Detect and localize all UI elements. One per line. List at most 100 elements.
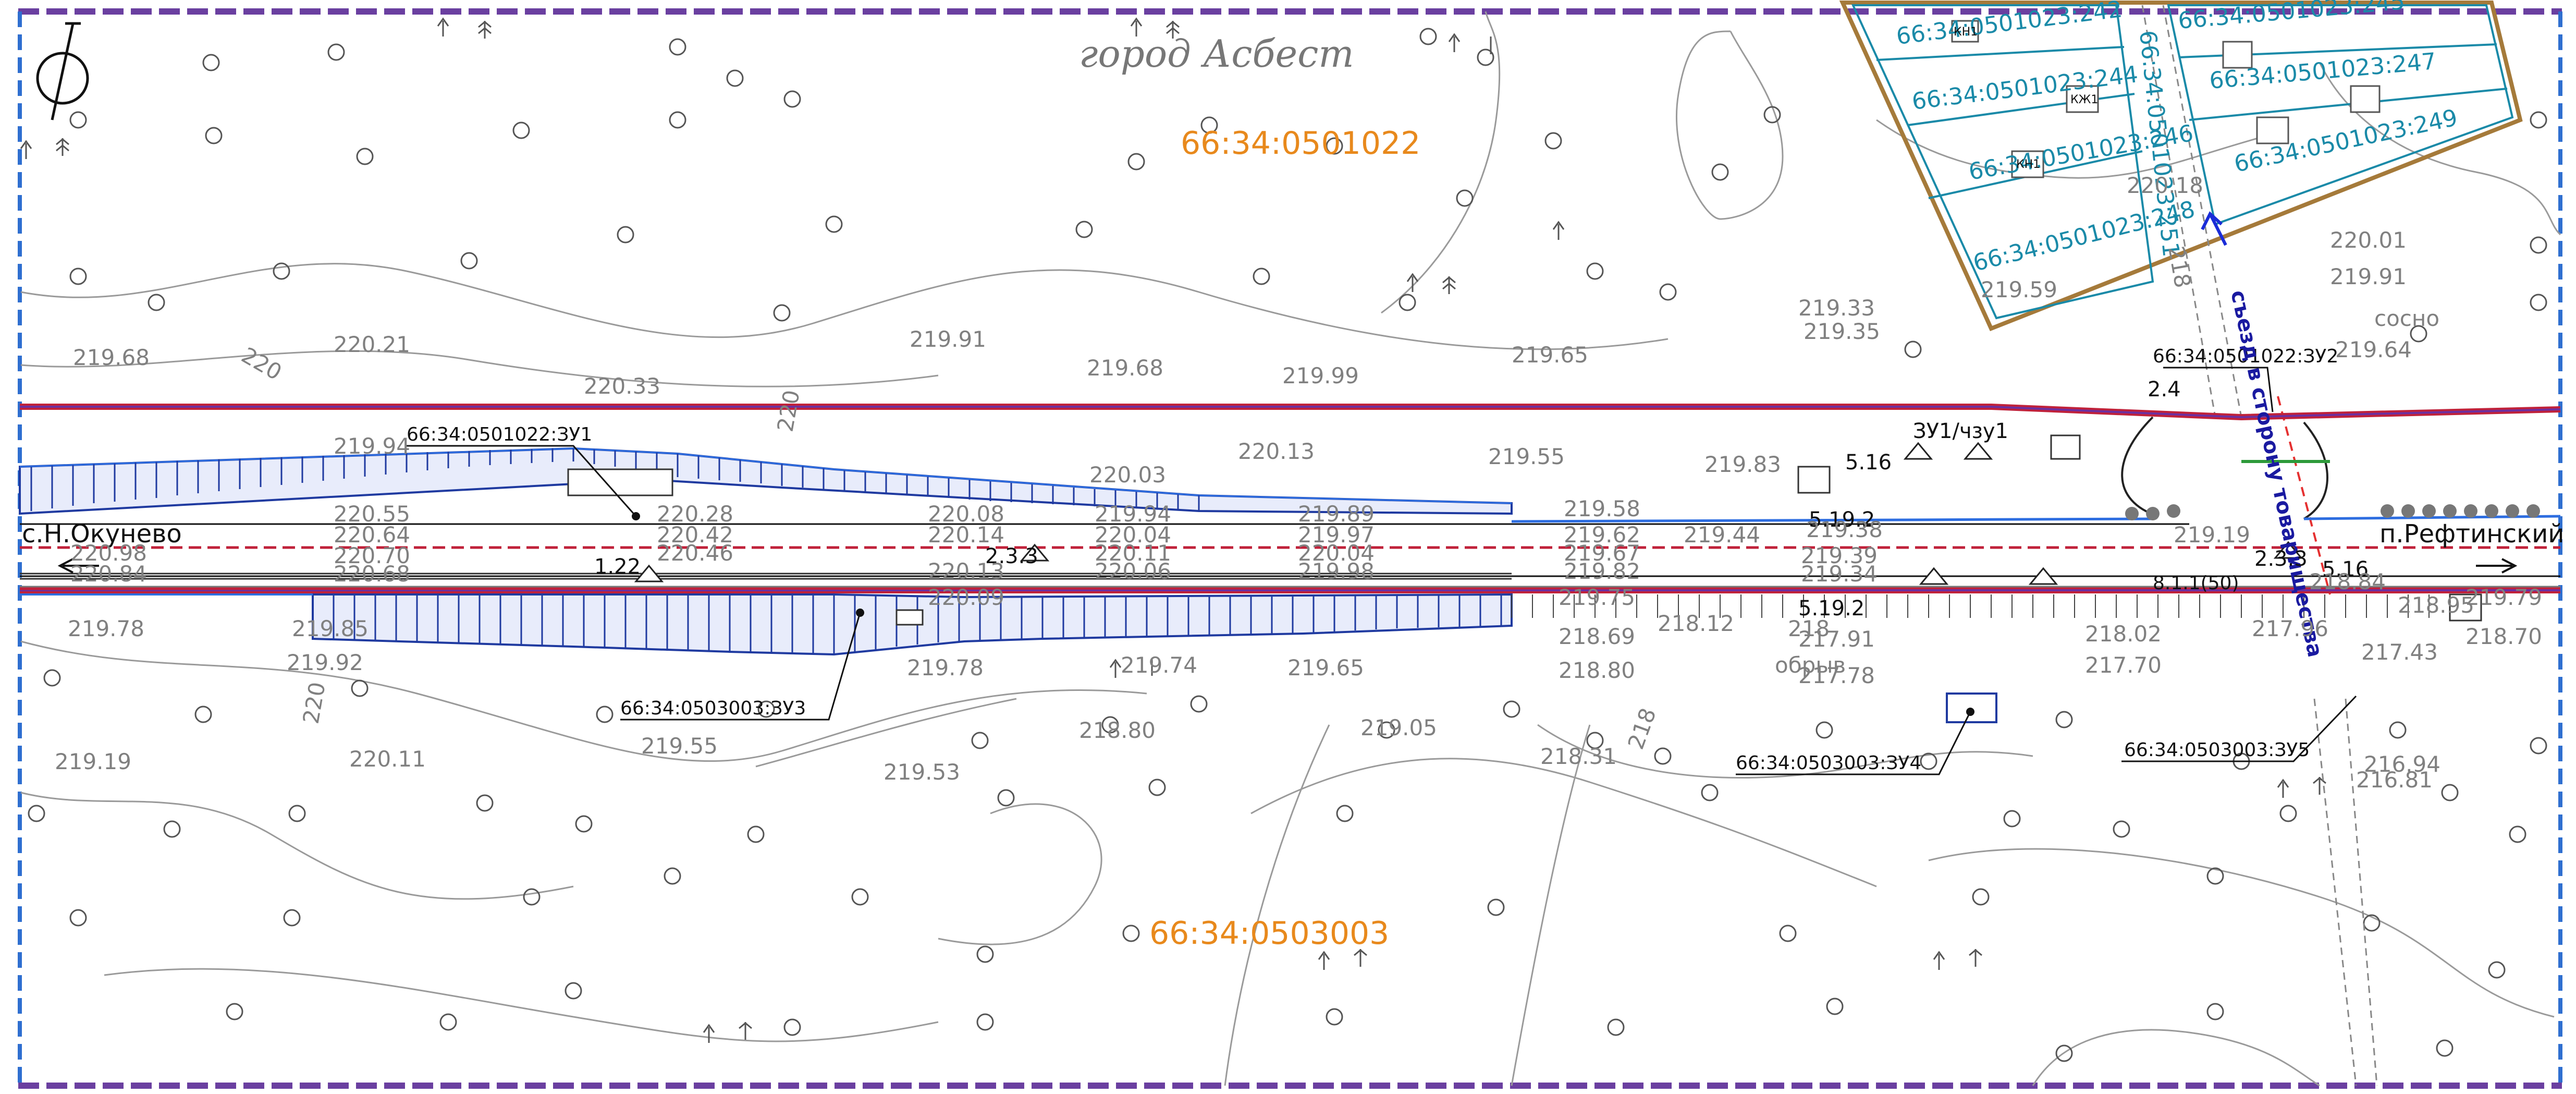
parcel-zu2: 66:34:0501022:ЗУ2 (2153, 346, 2338, 367)
elev: 220.08 (928, 501, 1004, 527)
carriageway (20, 416, 2561, 588)
embankment-north (19, 447, 1513, 515)
elev: 216.81 (2356, 767, 2433, 793)
elev: 218.02 (2085, 621, 2162, 647)
code-122: 1.22 (594, 555, 641, 579)
elev: 220.11 (349, 746, 426, 772)
elev: 219.58 (1564, 496, 1640, 521)
code-516: 5.16 (1845, 451, 1892, 475)
elev: 217.43 (2361, 639, 2438, 665)
code-24: 2.4 (2148, 378, 2181, 402)
lot-block (1839, 0, 2523, 332)
callout-points (632, 512, 1974, 716)
elev: 220.70 (334, 543, 410, 568)
elev: 219.94 (1095, 501, 1171, 527)
quarter-north: 66:34:0501022 (1181, 125, 1420, 162)
elev: 217.91 (1798, 626, 1875, 652)
elev: 219.91 (910, 326, 986, 352)
elev: 219.59 (1981, 277, 2057, 302)
elev: 219.68 (1087, 355, 1163, 381)
road-signs (634, 442, 2303, 585)
building-tag-kn: КН1 (1954, 26, 1978, 39)
elev: 219.83 (1704, 452, 1781, 477)
elev: 219.67 (1564, 540, 1640, 566)
building-tag-kn2: КН1 (2016, 158, 2040, 171)
elev: 218.69 (1559, 624, 1635, 649)
elev: 219.82 (1564, 558, 1640, 584)
elev: 219.55 (641, 733, 718, 759)
elev: 220.03 (1089, 462, 1166, 488)
elev: 219.34 (1801, 561, 1878, 587)
elev: 220.06 (1095, 558, 1171, 584)
contour-220c: 220 (298, 680, 330, 725)
contour-218: 218 (1788, 616, 1830, 641)
elev: 219.05 (1360, 715, 1437, 740)
elev: 219.19 (55, 749, 131, 774)
vegetation-symbols (28, 28, 2547, 1062)
quarter-south: 66:34:0503003 (1149, 915, 1389, 952)
callout-leaders (407, 367, 2357, 775)
elev: 220.01 (2330, 227, 2407, 253)
elev: 220.18 (2127, 173, 2203, 198)
elev: 220.13 (928, 558, 1004, 584)
direction-west: с.Н.Окунево (22, 519, 182, 549)
elev: 220.46 (657, 540, 733, 566)
elev: 218.80 (1079, 718, 1156, 743)
elev: 220.04 (1298, 540, 1375, 566)
code-5192: 5.19.2 (1809, 508, 1875, 532)
code-516b: 5.16 (2322, 557, 2369, 581)
contour-220: 220 (237, 342, 286, 385)
elev: 217.96 (2252, 616, 2328, 641)
elev: 219.85 (292, 616, 369, 641)
elev: 220.64 (334, 522, 410, 548)
elev: 217.78 (1798, 663, 1875, 688)
elev: 220.14 (928, 522, 1004, 548)
parcel-245: 66:34:0501023:245 (2177, 0, 2406, 34)
access-road (2141, 5, 2378, 1086)
parcel-zu3: 66:34:0503003:ЗУ3 (620, 698, 806, 719)
code-233b: 2.3.3 (2254, 547, 2308, 571)
elev: 219.19 (2174, 522, 2250, 548)
elev: 218.84 (2309, 569, 2386, 594)
elev: 218.12 (1658, 611, 1734, 636)
code-5192b: 5.19.2 (1798, 597, 1864, 621)
building-tag-kzh: КЖ1 (2070, 93, 2098, 106)
elev: 219.33 (1798, 295, 1875, 321)
embankment-south (20, 593, 1513, 656)
label-obryv: обрыв (1775, 652, 1846, 678)
elev: 219.44 (1684, 522, 1760, 548)
elev: 219.78 (68, 616, 144, 641)
label-sosno: сосно (2374, 306, 2439, 331)
elev: 217.70 (2085, 652, 2162, 678)
parcel-zu4: 66:34:0503003:ЗУ4 (1736, 752, 1921, 774)
elev: 220.98 (70, 540, 147, 566)
elev: 219.79 (2465, 585, 2542, 610)
elev: 220.11 (1095, 540, 1171, 566)
ditch-ticks (1511, 594, 2471, 618)
elev: 219.75 (1559, 585, 1635, 610)
elev: 220.68 (334, 561, 410, 587)
elev: 220.04 (1095, 522, 1171, 548)
elev: 219.91 (2330, 264, 2407, 289)
parcel-zu5: 66:34:0503003:ЗУ5 (2124, 739, 2310, 761)
elev: 218.70 (2465, 624, 2542, 649)
elev: 220.21 (334, 332, 410, 357)
city-name: город Асбест (1079, 32, 1354, 76)
contour-220b: 220 (772, 388, 805, 433)
elev: 219.62 (1564, 522, 1640, 548)
elev: 218.31 (1540, 744, 1617, 769)
elev: 219.98 (1298, 558, 1375, 584)
elev: 220.84 (70, 561, 147, 587)
elev: 219.68 (73, 345, 150, 370)
elev: 218.95 (2398, 592, 2474, 618)
elev: 220.42 (657, 522, 733, 548)
code-233: 2.3.3 (985, 544, 1038, 568)
red-axis (2277, 396, 2331, 595)
contour-lines (20, 11, 2561, 1087)
elev: 220.13 (1238, 439, 1315, 464)
elev: 219.99 (1282, 363, 1359, 388)
parcel-zu1: 66:34:0501022:ЗУ1 (407, 424, 592, 445)
elev: 219.89 (1298, 501, 1375, 527)
direction-arrows (57, 558, 2518, 574)
